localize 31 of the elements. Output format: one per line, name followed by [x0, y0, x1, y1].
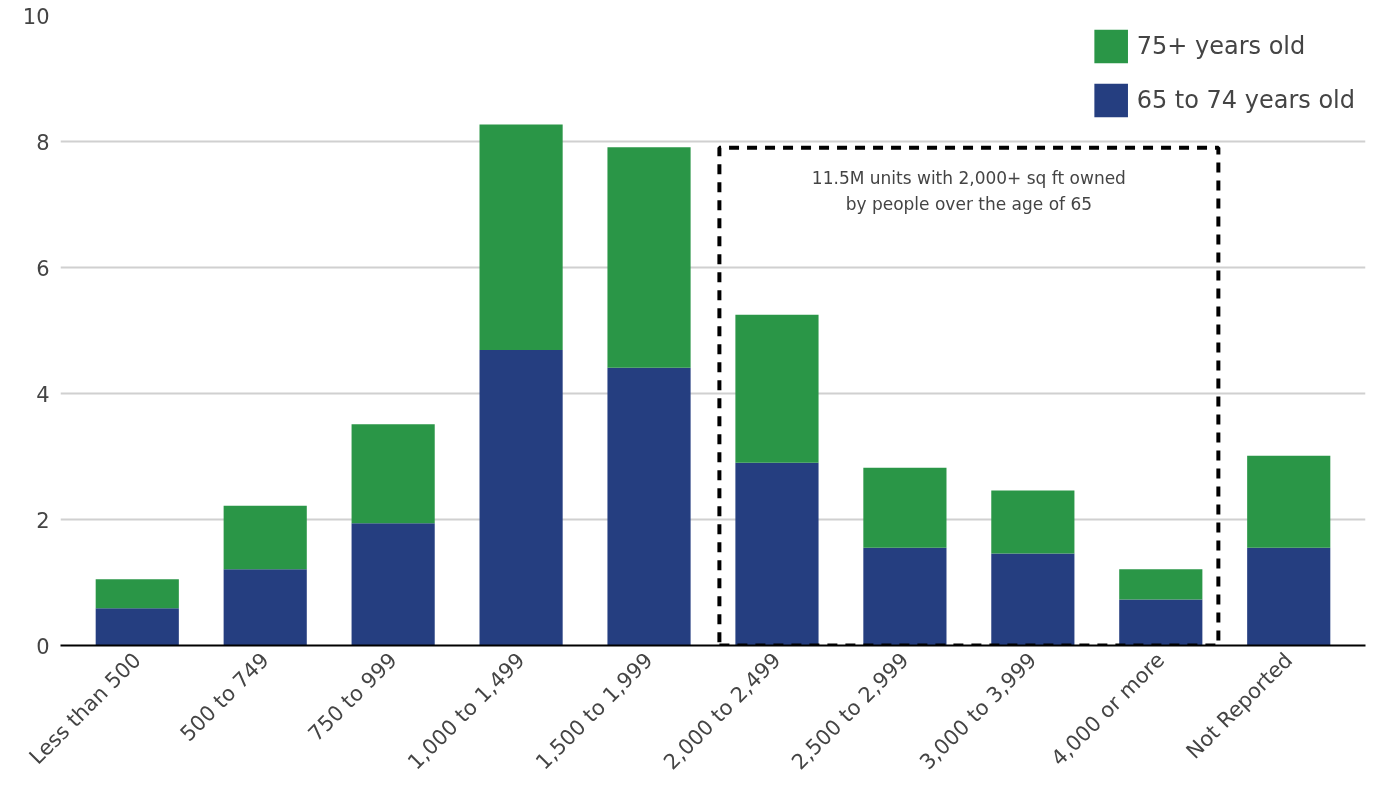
- bar: [863, 547, 947, 646]
- bar: [1119, 599, 1203, 646]
- bar: [735, 314, 819, 463]
- bar: [479, 124, 563, 351]
- bar: [991, 553, 1075, 646]
- bar: [1247, 547, 1331, 646]
- bar: [991, 490, 1075, 554]
- bar: [95, 608, 179, 646]
- bar: [607, 367, 691, 646]
- bar: [223, 569, 307, 646]
- bar: [351, 424, 435, 524]
- bar: [607, 147, 691, 368]
- y-tick-label: 2: [36, 508, 50, 533]
- y-tick-label: 0: [36, 634, 50, 659]
- bar: [1247, 455, 1331, 548]
- y-tick-label: 8: [36, 130, 50, 155]
- y-tick-label: 6: [36, 256, 50, 281]
- bar: [95, 579, 179, 609]
- bar: [351, 523, 435, 646]
- bar: [1119, 569, 1203, 600]
- bar: [479, 350, 563, 646]
- bar: [863, 467, 947, 548]
- x-tick-label: 750 to 999: [303, 648, 402, 746]
- x-tick-label: 500 to 749: [175, 648, 274, 746]
- y-tick-label: 10: [22, 4, 50, 29]
- legend-label: 65 to 74 years old: [1136, 86, 1355, 114]
- bar: [735, 462, 819, 646]
- annotation: 11.5M units with 2,000+ sq ft owned by people over the age of 65: [811, 167, 1126, 214]
- legend-label: 75+ years old: [1136, 32, 1306, 60]
- bar: [223, 505, 307, 570]
- y-tick-label: 4: [36, 382, 50, 407]
